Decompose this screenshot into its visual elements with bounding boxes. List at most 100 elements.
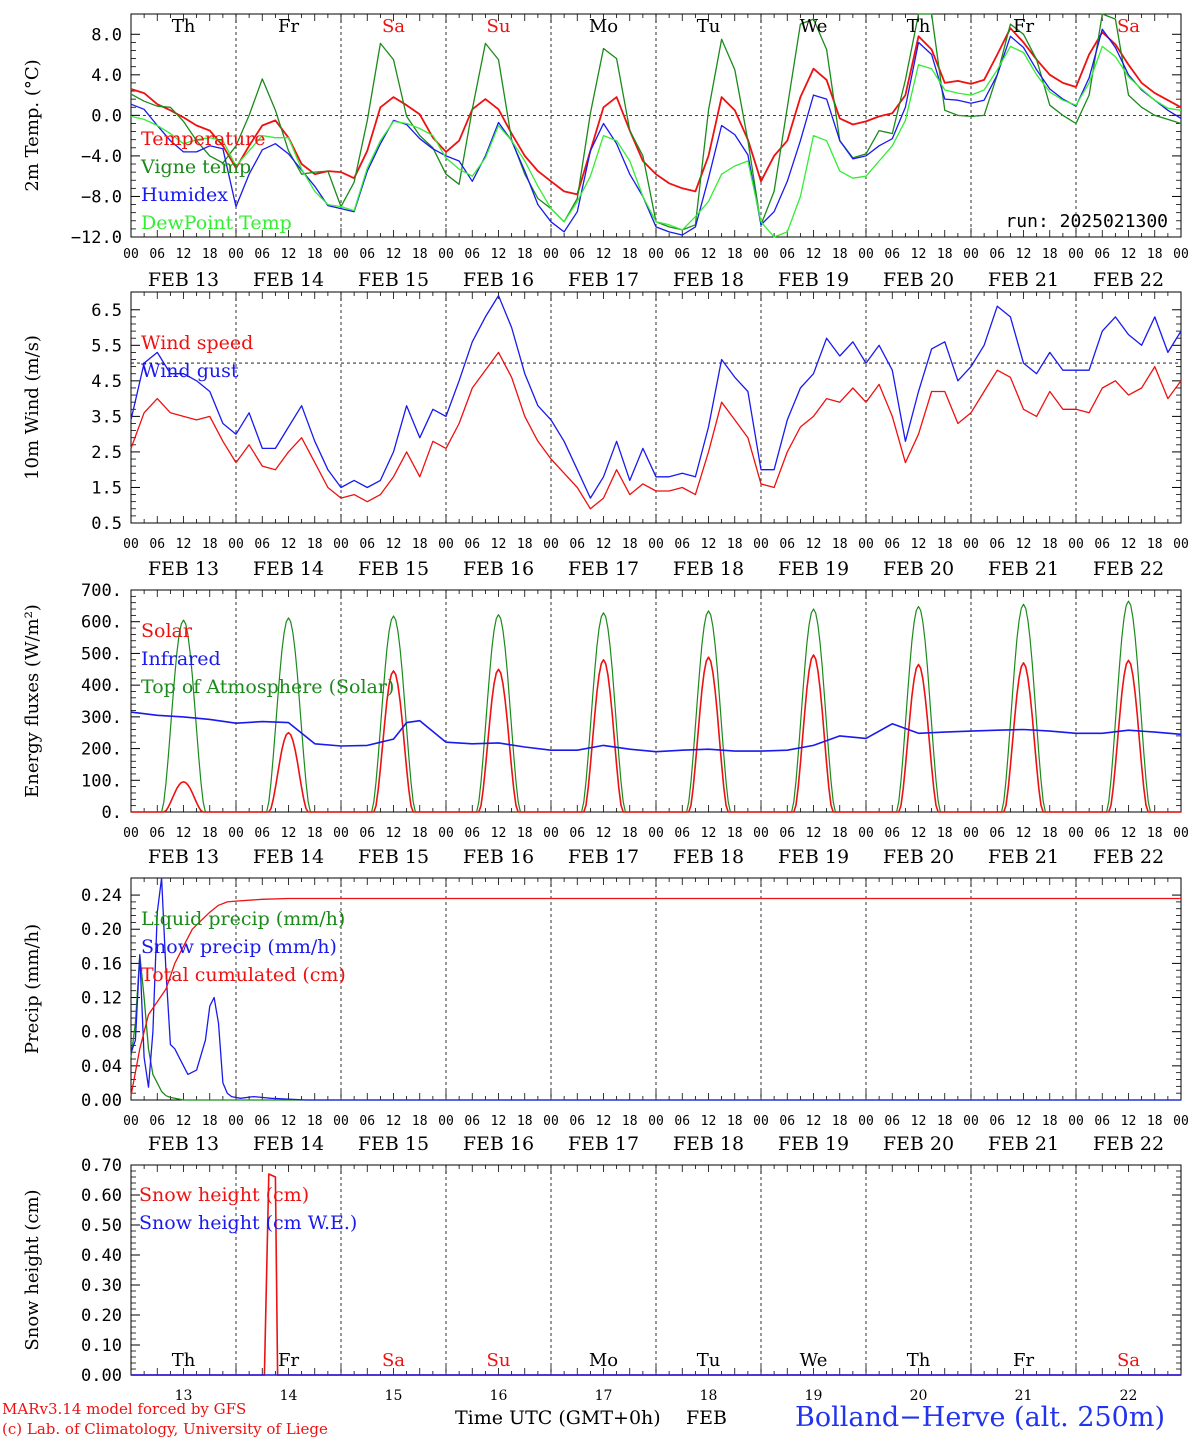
hour-tick-label: 12 xyxy=(596,247,612,262)
hour-tick-label: 12 xyxy=(1121,537,1137,552)
date-label: FEB 22 xyxy=(1093,846,1164,868)
hour-tick-label: 12 xyxy=(176,247,192,262)
hour-tick-label: 06 xyxy=(674,537,690,552)
footer: MARv3.14 model forced by GFS (c) Lab. of… xyxy=(2,1400,1165,1438)
date-label: FEB 16 xyxy=(463,558,534,580)
day-number-label: 13 xyxy=(175,1388,193,1404)
day-number-label: 14 xyxy=(280,1388,298,1404)
day-number-label: 18 xyxy=(700,1388,718,1404)
y-tick-label: 0.20 xyxy=(81,920,122,940)
date-label: FEB 20 xyxy=(883,269,954,291)
day-name-label: Th xyxy=(172,16,196,37)
hour-tick-label: 00 xyxy=(438,537,454,552)
date-label: FEB 22 xyxy=(1093,1133,1164,1155)
hour-tick-label: 12 xyxy=(491,247,507,262)
hour-tick-label: 06 xyxy=(464,537,480,552)
hour-tick-label: 12 xyxy=(806,247,822,262)
hour-tick-label: 12 xyxy=(911,247,927,262)
hour-tick-label: 18 xyxy=(412,1114,428,1129)
hour-tick-label: 12 xyxy=(701,826,717,841)
hour-tick-label: 18 xyxy=(937,247,953,262)
day-number-label: 16 xyxy=(490,1388,508,1404)
hour-tick-label: 00 xyxy=(648,537,664,552)
y-tick-label: 0.00 xyxy=(81,1366,122,1386)
y-tick-label: 0.16 xyxy=(81,954,122,974)
hour-tick-label: 00 xyxy=(228,1114,244,1129)
hour-tick-row: 00 06 12 18 00 06 12 18 00 06 12 18 00 06 12 18 00 06 12 18… xyxy=(123,1114,1189,1129)
hour-tick-label: 18 xyxy=(937,1114,953,1129)
hour-tick-label: 18 xyxy=(1042,247,1058,262)
date-label: FEB 19 xyxy=(778,558,849,580)
date-label: FEB 22 xyxy=(1093,558,1164,580)
day-name-label: Tu xyxy=(697,1350,721,1371)
hour-tick-label: 06 xyxy=(569,537,585,552)
series-line-total xyxy=(130,897,1181,1096)
hour-tick-label: 00 xyxy=(753,826,769,841)
hour-tick-label: 18 xyxy=(1147,247,1163,262)
y-tick-label: 0.00 xyxy=(81,1091,122,1111)
hour-tick-label: 00 xyxy=(1173,537,1189,552)
hour-tick-label: 06 xyxy=(674,247,690,262)
date-label: FEB 13 xyxy=(148,558,219,580)
hour-tick-label: 12 xyxy=(281,826,297,841)
date-label: FEB 19 xyxy=(778,1133,849,1155)
hour-tick-label: 12 xyxy=(1016,826,1032,841)
date-label: FEB 15 xyxy=(358,1133,429,1155)
hour-tick-label: 18 xyxy=(622,1114,638,1129)
legend-entry: Wind speed xyxy=(141,332,253,354)
date-label: FEB 21 xyxy=(988,269,1059,291)
hour-tick-label: 18 xyxy=(1042,826,1058,841)
y-tick-label: 2.5 xyxy=(91,443,122,463)
hour-tick-label: 00 xyxy=(543,537,559,552)
date-label: FEB 19 xyxy=(778,269,849,291)
y-tick-label: 0.20 xyxy=(81,1306,122,1326)
hour-tick-label: 00 xyxy=(123,247,139,262)
hour-tick-label: 18 xyxy=(1147,826,1163,841)
hour-tick-label: 00 xyxy=(123,1114,139,1129)
day-name-label: We xyxy=(800,1350,828,1371)
hour-tick-label: 18 xyxy=(517,537,533,552)
day-number-label: 22 xyxy=(1120,1388,1138,1404)
legend-entry: Wind gust xyxy=(141,360,239,382)
hour-tick-label: 18 xyxy=(1147,1114,1163,1129)
y-tick-label: 0.70 xyxy=(81,1156,122,1176)
hour-tick-label: 00 xyxy=(543,826,559,841)
date-label-row: FEB 13 FEB 14 FEB 15 FEB 16 FEB 17 FEB 18 FEB … xyxy=(148,1133,1164,1155)
hour-tick-label: 12 xyxy=(386,826,402,841)
hour-tick-label: 06 xyxy=(464,826,480,841)
hour-tick-label: 00 xyxy=(1173,1114,1189,1129)
hour-tick-label: 18 xyxy=(622,537,638,552)
day-name-label: Th xyxy=(907,1350,931,1371)
hour-tick-label: 06 xyxy=(149,537,165,552)
legend-entry: DewPoint Temp xyxy=(141,212,292,234)
date-label-row: FEB 13 FEB 14 FEB 15 FEB 16 FEB 17 FEB 18 FEB … xyxy=(148,269,1164,291)
hour-tick-label: 00 xyxy=(963,537,979,552)
hour-tick-label: 18 xyxy=(727,537,743,552)
y-tick-label: 0.24 xyxy=(81,886,122,906)
hour-tick-label: 06 xyxy=(779,247,795,262)
series-line-solar xyxy=(131,654,1181,813)
hour-tick-label: 18 xyxy=(202,247,218,262)
hour-tick-label: 06 xyxy=(1094,537,1110,552)
legend-entry: Liquid precip (mm/h) xyxy=(141,908,345,930)
date-label-row: FEB 13 FEB 14 FEB 15 FEB 16 FEB 17 FEB 18 FEB … xyxy=(148,846,1164,868)
legend-entry: Top of Atmosphere (Solar) xyxy=(141,676,394,698)
hour-tick-row: 00 06 12 18 00 06 12 18 00 06 12 18 00 06 12 18 00 06 12 18… xyxy=(123,247,1189,262)
day-name-label: Tu xyxy=(697,16,721,37)
hour-tick-label: 18 xyxy=(517,1114,533,1129)
hour-tick-label: 12 xyxy=(1121,826,1137,841)
y-tick-label: 4.5 xyxy=(91,372,122,392)
hour-tick-label: 12 xyxy=(701,247,717,262)
hour-tick-label: 00 xyxy=(858,247,874,262)
hour-tick-label: 00 xyxy=(123,826,139,841)
series-line-wind-speed xyxy=(130,351,1182,510)
date-label: FEB 13 xyxy=(148,1133,219,1155)
hour-tick-label: 18 xyxy=(832,826,848,841)
hour-tick-label: 00 xyxy=(753,247,769,262)
hour-tick-label: 12 xyxy=(596,537,612,552)
hour-tick-label: 00 xyxy=(1068,247,1084,262)
y-tick-label: 0.5 xyxy=(91,514,122,534)
date-label: FEB 13 xyxy=(148,269,219,291)
footer-credit-text: (c) Lab. of Climatology, University of L… xyxy=(2,1420,328,1438)
